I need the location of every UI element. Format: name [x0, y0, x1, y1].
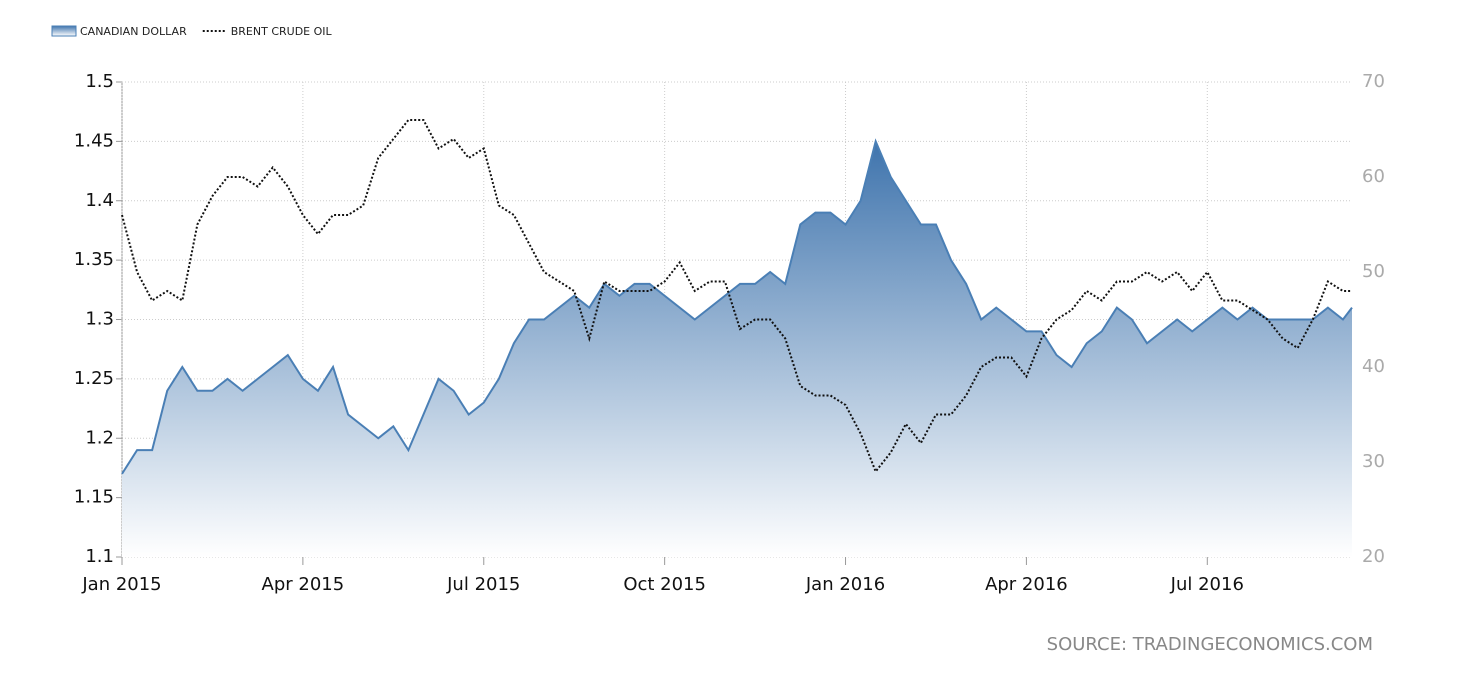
area-fill	[122, 141, 1352, 557]
x-tick-label: Apr 2016	[985, 574, 1068, 595]
y-tick-label: 1.4	[85, 190, 114, 211]
y2-tick-label: 40	[1362, 356, 1385, 377]
x-tick-label: Jan 2016	[805, 574, 885, 595]
source: SOURCE: TRADINGECONOMICS.COM	[1047, 634, 1373, 655]
x-tick-label: Jul 2015	[446, 574, 520, 595]
y2-tick-label: 50	[1362, 261, 1385, 282]
legend-swatch	[51, 25, 77, 37]
y-tick-label: 1.25	[74, 368, 114, 389]
y2-tick-label: 70	[1362, 71, 1385, 92]
y-tick-label: 1.1	[85, 546, 114, 567]
x-tick-label: Jul 2016	[1170, 574, 1244, 595]
y-tick-label: 1.2	[85, 427, 114, 448]
x-tick-label: Apr 2015	[262, 574, 345, 595]
legend-label: CANADIAN DOLLAR	[80, 25, 187, 38]
y-tick-label: 1.3	[85, 309, 114, 330]
x-tick-label: Oct 2015	[623, 574, 706, 595]
x-tick-label: Jan 2015	[81, 574, 161, 595]
y-tick-label: 1.5	[85, 71, 114, 92]
area-line	[121, 138, 1353, 475]
y2-tick-label: 30	[1362, 451, 1385, 472]
y2-tick-label: 60	[1362, 166, 1385, 187]
line	[121, 119, 1352, 474]
y-tick-label: 1.35	[74, 249, 114, 270]
y-tick-label: 1.15	[74, 487, 114, 508]
y-tick-label: 1.45	[74, 130, 114, 151]
y2-tick-label: 20	[1362, 546, 1385, 567]
legend-label: BRENT CRUDE OIL	[231, 25, 333, 38]
